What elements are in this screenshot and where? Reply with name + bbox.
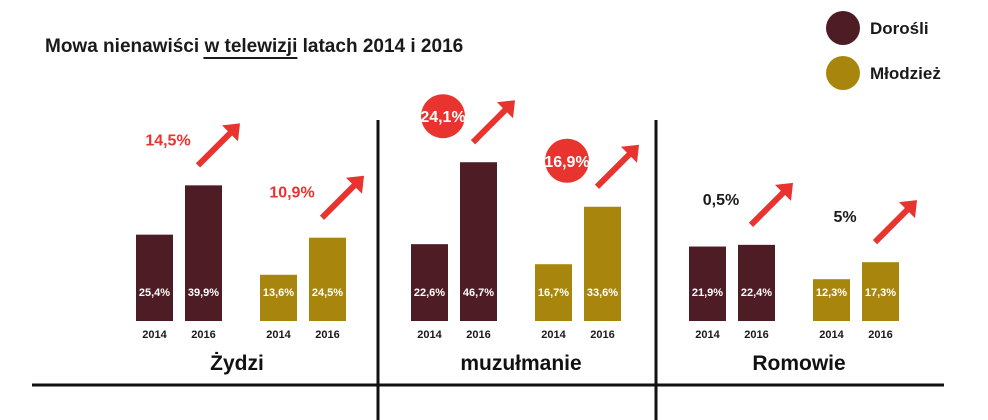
change-label: 24,1% [420,109,465,126]
bar-value-label: 16,7% [538,287,569,299]
year-tick-label: 2016 [466,329,490,341]
change-arrow-head [621,144,639,163]
legend-swatch-adults [826,11,860,45]
change-label: 16,9% [544,154,589,171]
bar-value-label: 17,3% [865,287,896,299]
legend-label-adults: Dorośli [870,19,929,38]
bar-Romowie-Dorośli-2016 [738,244,775,321]
title-part-2-underlined: w telewizji [203,36,297,57]
year-tick-label: 2016 [315,329,339,341]
bar-muzułmanie-Młodzież-2016 [584,206,621,321]
bar-Romowie-Dorośli-2014 [689,246,726,321]
group-label-2: Romowie [752,352,845,375]
year-tick-label: 2014 [695,329,720,341]
year-tick-label: 2014 [142,329,167,341]
bar-Żydzi-Dorośli-2014 [136,234,173,321]
bar-value-label: 13,6% [263,287,294,299]
change-arrow-head [775,182,793,201]
bar-value-label: 25,4% [139,287,170,299]
change-label: 14,5% [145,132,190,149]
bar-muzułmanie-Młodzież-2014 [535,264,572,321]
bar-Romowie-Młodzież-2016 [862,262,899,321]
change-label: 10,9% [269,185,314,202]
change-badge-circle [545,138,589,183]
year-tick-label: 2016 [744,329,768,341]
change-arrow-shaft [872,205,913,245]
year-tick-label: 2014 [541,329,566,341]
change-arrow-shaft [594,149,635,189]
bar-value-label: 39,9% [188,287,219,299]
year-tick-label: 2016 [868,329,892,341]
chart-title: Mowa nienawiści w telewizji latach 2014 … [45,36,463,57]
change-arrow-shaft [195,128,236,168]
year-tick-label: 2014 [266,329,291,341]
change-arrow-head [346,175,364,194]
title-part-1: Mowa nienawiści [45,36,204,57]
bar-value-label: 22,4% [741,287,772,299]
bar-muzułmanie-Dorośli-2014 [411,244,448,321]
bar-Romowie-Młodzież-2014 [813,279,850,321]
change-arrow-head [899,200,917,219]
change-label: 5% [833,209,856,226]
year-tick-label: 2016 [191,329,215,341]
bar-value-label: 12,3% [816,287,847,299]
legend-swatch-youth [826,56,860,90]
change-arrow-shaft [748,187,789,227]
group-label-1: muzułmanie [460,352,581,375]
bar-value-label: 46,7% [463,287,494,299]
bar-muzułmanie-Dorośli-2016 [460,162,497,321]
change-arrow-head [497,100,515,119]
bar-value-label: 24,5% [312,287,343,299]
year-tick-label: 2016 [590,329,614,341]
year-tick-label: 2014 [819,329,844,341]
change-arrow-shaft [470,105,511,145]
change-arrow-shaft [319,180,360,220]
bar-Żydzi-Młodzież-2014 [260,274,297,321]
bar-Żydzi-Dorośli-2016 [185,185,222,321]
year-tick-label: 2014 [417,329,442,341]
bar-value-label: 33,6% [587,287,618,299]
bar-value-label: 22,6% [414,287,445,299]
change-badge-circle [421,94,465,139]
change-label: 0,5% [703,192,739,209]
legend-label-youth: Młodzież [870,64,941,83]
change-arrow-head [222,123,240,142]
title-part-3: latach 2014 i 2016 [297,36,463,57]
chart-marks: 25,4% 2014 39,9% 2016 14,5% 13,6% 2014 24,5% 201… [136,94,917,375]
bar-Żydzi-Młodzież-2016 [309,237,346,321]
group-label-0: Żydzi [210,352,264,375]
legend: Dorośli Młodzież [826,11,941,90]
bar-value-label: 21,9% [692,287,723,299]
